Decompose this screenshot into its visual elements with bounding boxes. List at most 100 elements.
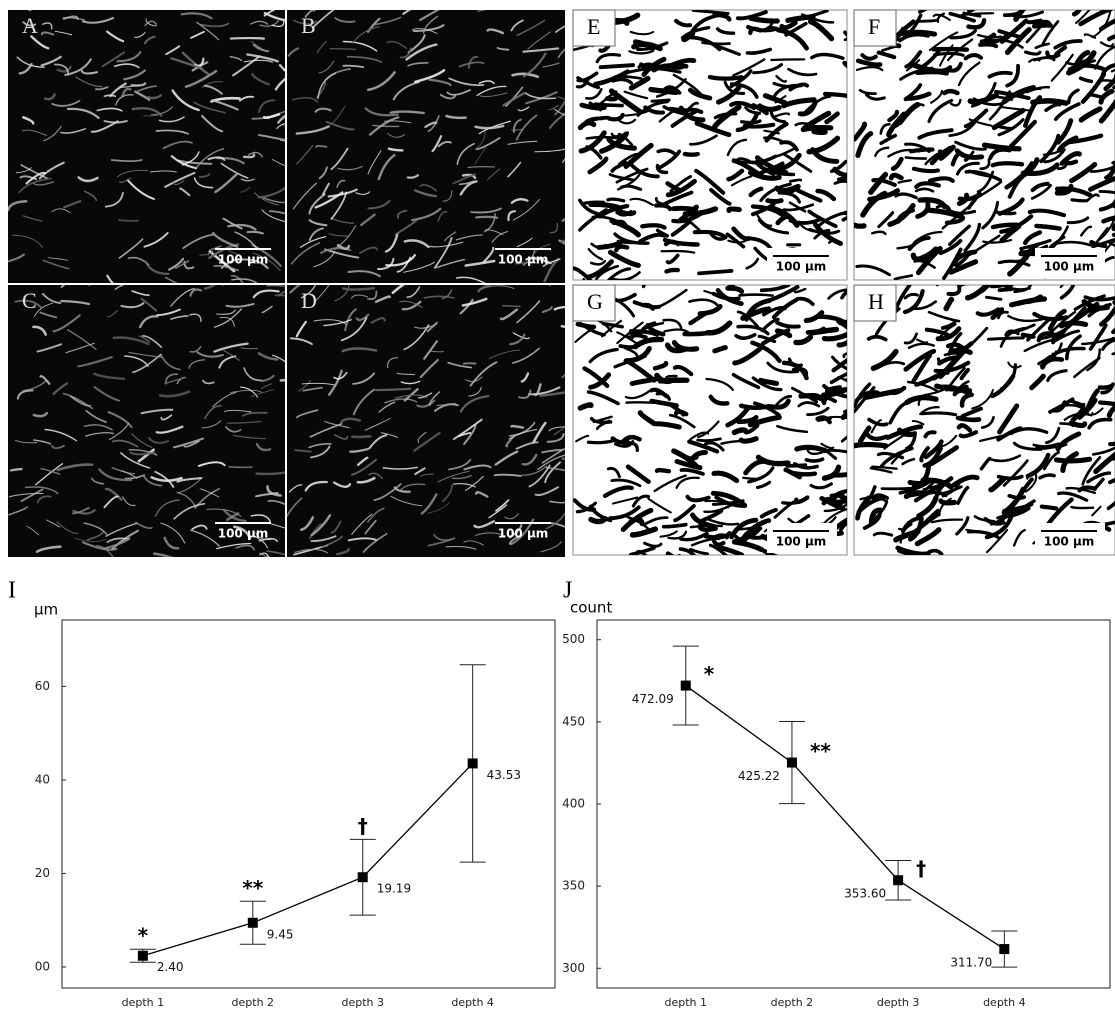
scale-bg xyxy=(767,523,837,553)
texture-stroke xyxy=(715,27,736,35)
texture-stroke xyxy=(694,168,726,195)
texture-stroke xyxy=(1111,351,1115,356)
texture-stroke xyxy=(493,473,522,477)
texture-stroke xyxy=(629,526,659,538)
texture-stroke xyxy=(441,484,453,503)
texture-stroke xyxy=(978,42,999,49)
texture-stroke xyxy=(14,439,38,444)
texture-stroke xyxy=(196,351,224,358)
texture-stroke xyxy=(389,110,425,115)
texture-stroke xyxy=(294,548,329,554)
texture-stroke xyxy=(413,431,441,452)
texture-stroke xyxy=(232,55,261,77)
texture-stroke xyxy=(336,547,350,556)
texture-stroke xyxy=(370,316,386,324)
texture-stroke xyxy=(1007,246,1035,277)
texture-stroke xyxy=(940,320,957,330)
texture-stroke xyxy=(665,57,697,70)
texture-stroke xyxy=(752,63,783,75)
texture-stroke xyxy=(817,210,847,227)
texture-stroke xyxy=(731,532,752,548)
texture-stroke xyxy=(1101,215,1115,224)
texture-stroke xyxy=(333,371,348,380)
texture-stroke xyxy=(300,285,317,299)
texture-stroke xyxy=(346,55,382,63)
texture-stroke xyxy=(138,335,151,343)
texture-stroke xyxy=(476,85,507,97)
y-tick-label: 60 xyxy=(35,679,50,693)
texture-stroke xyxy=(93,385,121,402)
texture-stroke xyxy=(427,501,451,514)
texture-stroke xyxy=(585,259,614,280)
texture-stroke xyxy=(1009,10,1045,19)
texture-stroke xyxy=(1051,400,1067,413)
texture-stroke xyxy=(842,352,847,359)
texture-stroke xyxy=(18,62,33,75)
texture-stroke xyxy=(1053,456,1093,464)
texture-stroke xyxy=(1019,238,1052,251)
texture-stroke xyxy=(387,357,399,369)
texture-stroke xyxy=(131,107,163,117)
texture-stroke xyxy=(549,222,559,234)
texture-stroke xyxy=(585,135,622,141)
texture-stroke xyxy=(754,155,789,175)
texture-stroke xyxy=(327,188,358,198)
texture-stroke xyxy=(203,285,217,290)
texture-stroke xyxy=(467,55,479,69)
texture-stroke xyxy=(423,340,439,360)
texture-stroke xyxy=(183,440,200,448)
texture-stroke xyxy=(206,508,242,518)
texture-stroke xyxy=(1032,19,1052,27)
texture-stroke xyxy=(898,480,931,495)
texture-stroke xyxy=(368,434,388,449)
texture-stroke xyxy=(729,82,759,99)
texture-stroke xyxy=(42,22,53,30)
texture-stroke xyxy=(915,245,943,276)
texture-stroke xyxy=(973,515,996,523)
texture-stroke xyxy=(255,491,279,498)
texture-stroke xyxy=(234,258,269,270)
texture-stroke xyxy=(455,276,486,283)
texture-stroke xyxy=(8,506,28,516)
texture-stroke xyxy=(967,10,976,14)
texture-stroke xyxy=(508,534,523,545)
texture-stroke xyxy=(274,77,285,91)
texture-stroke xyxy=(113,63,140,69)
texture-stroke xyxy=(198,173,211,178)
texture-stroke xyxy=(731,427,749,436)
texture-stroke xyxy=(254,192,279,206)
texture-stroke xyxy=(776,424,809,434)
texture-stroke xyxy=(96,107,123,112)
texture-stroke xyxy=(578,130,607,154)
texture-stroke xyxy=(385,254,416,267)
texture-stroke xyxy=(120,452,151,469)
texture-stroke xyxy=(508,421,536,437)
texture-stroke xyxy=(1007,361,1022,369)
texture-stroke xyxy=(240,178,255,182)
texture-stroke xyxy=(1083,295,1115,302)
texture-stroke xyxy=(367,150,382,175)
texture-stroke xyxy=(1082,303,1109,313)
texture-stroke xyxy=(671,205,698,213)
panel-letter: J xyxy=(563,578,572,604)
texture-stroke xyxy=(637,410,657,427)
texture-stroke xyxy=(147,437,170,444)
texture-stroke xyxy=(1101,338,1115,351)
texture-stroke xyxy=(966,529,1000,539)
texture-stroke xyxy=(823,415,847,420)
texture-stroke xyxy=(553,305,565,311)
y-axis-label: μm xyxy=(34,601,58,619)
texture-stroke xyxy=(340,316,368,342)
texture-stroke xyxy=(951,474,980,488)
texture-stroke xyxy=(838,319,847,326)
texture-stroke xyxy=(863,388,903,400)
point xyxy=(247,917,258,928)
texture-stroke xyxy=(831,355,847,371)
texture-stroke xyxy=(242,153,256,159)
x-tick-label: depth 3 xyxy=(341,996,384,1009)
texture-stroke xyxy=(240,186,251,193)
texture-stroke xyxy=(557,47,565,59)
texture-stroke xyxy=(314,107,332,113)
texture-stroke xyxy=(708,394,730,406)
texture-stroke xyxy=(427,115,440,132)
